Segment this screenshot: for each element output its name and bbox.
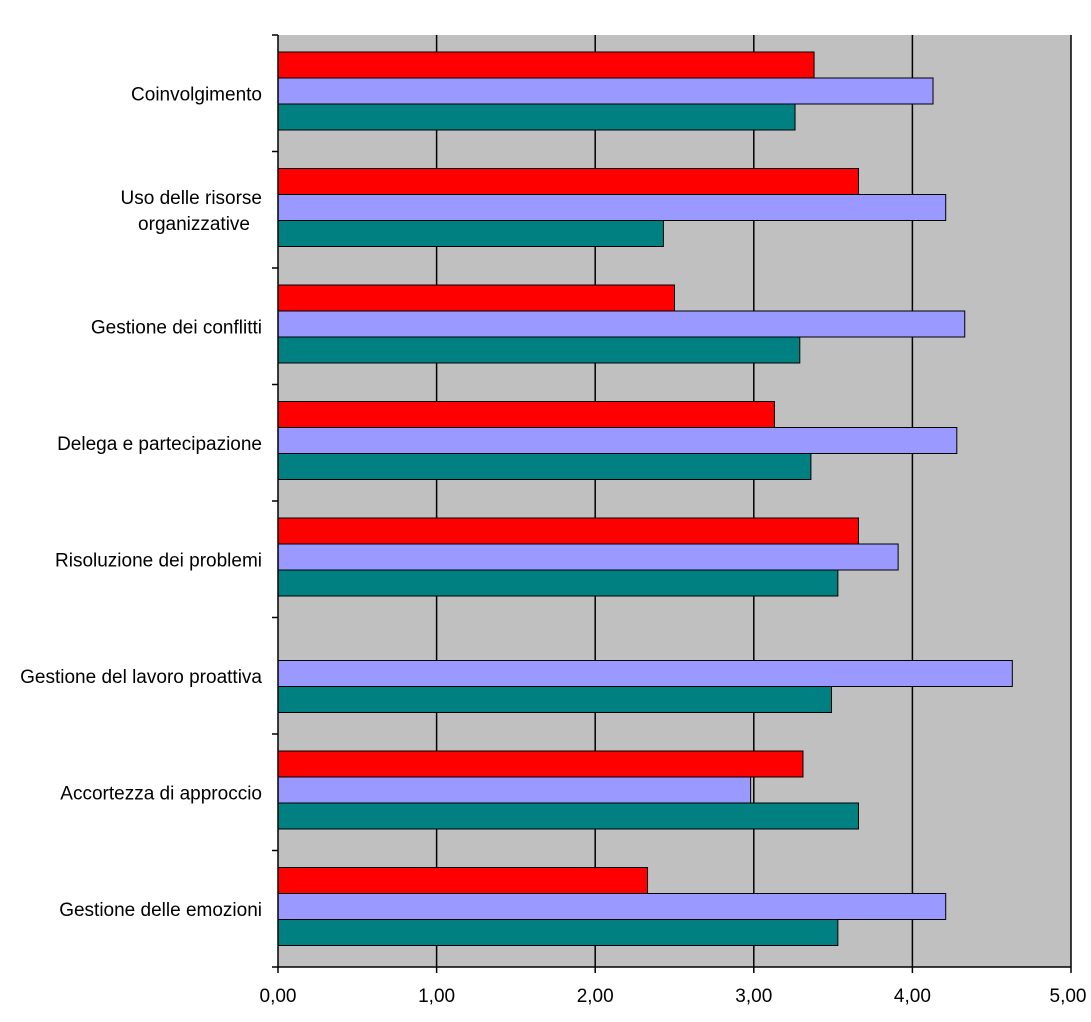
bar [277, 336, 801, 364]
bar [277, 453, 812, 480]
bar [277, 686, 833, 713]
bar [277, 893, 947, 920]
bar [277, 168, 859, 195]
x-tick-label: 0,00 [260, 986, 297, 1007]
category-label: Uso delle risorse organizzative [121, 188, 263, 235]
bar [277, 77, 934, 105]
bar [277, 194, 947, 221]
x-tick-label: 1,00 [418, 986, 455, 1007]
category-label: Coinvolgimento [131, 84, 262, 105]
bar [277, 802, 859, 830]
category-label: Risoluzione dei problemi [55, 550, 262, 571]
bar [277, 776, 752, 804]
bar [277, 51, 815, 79]
bar [277, 750, 804, 778]
bar [277, 310, 966, 338]
x-tick-label: 3,00 [735, 986, 772, 1007]
category-label: Accortezza di approccio [60, 783, 262, 804]
bar [277, 543, 899, 571]
bar [277, 919, 839, 946]
bar [277, 220, 664, 247]
bar [277, 660, 1013, 687]
x-tick-label: 5,00 [1050, 986, 1087, 1007]
category-label: Delega e partecipazione [57, 434, 262, 455]
x-tick-label: 4,00 [894, 986, 931, 1007]
x-tick-label: 2,00 [577, 986, 614, 1007]
bar [277, 427, 958, 454]
bar [277, 517, 859, 545]
category-label: Gestione delle emozioni [59, 900, 262, 921]
tick-labels: 0,00 1,00 2,00 3,00 4,00 5,00 [260, 986, 1087, 1007]
category-label: Gestione dei conflitti [91, 317, 262, 338]
axes [272, 34, 1072, 973]
bar [277, 284, 675, 312]
category-label: Gestione del lavoro proattiva [20, 667, 262, 688]
bar [277, 569, 839, 597]
bar [277, 867, 649, 894]
bar [277, 103, 796, 131]
category-labels: Coinvolgimento Uso delle risorse organizza… [20, 84, 262, 921]
bar [277, 401, 775, 428]
bars [277, 51, 1013, 946]
